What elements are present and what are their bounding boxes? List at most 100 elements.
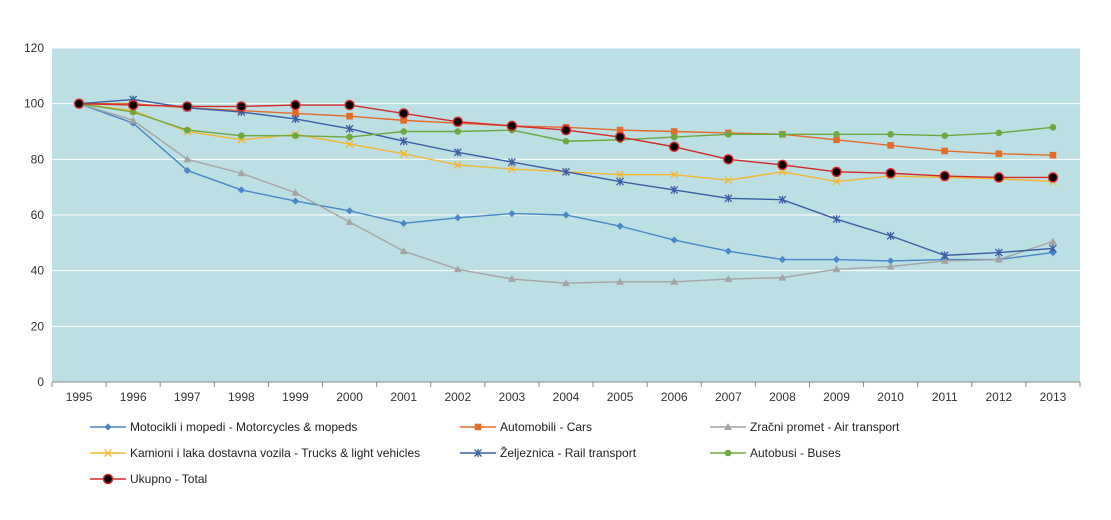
y-tick-label: 20 (31, 319, 45, 333)
series-4-point-marker (453, 160, 462, 169)
series-6-point-marker (670, 133, 678, 141)
series-7-point-marker (560, 124, 572, 136)
series-4-point-marker (507, 165, 516, 174)
series-7-point-marker (885, 168, 896, 179)
series-2-point-marker (670, 128, 678, 135)
x-tick-label: 2011 (932, 390, 958, 404)
series-7-point-marker (668, 141, 680, 153)
series-6-point-marker (779, 130, 786, 138)
series-2-point-marker (887, 142, 894, 149)
series-5-point-marker (832, 215, 841, 224)
series-2-point-marker (346, 112, 353, 120)
series-1-point-marker (454, 214, 462, 222)
legend-item: Autobusi - Buses (710, 446, 841, 460)
x-tick-label: 1998 (228, 390, 255, 404)
x-tick-label: 2002 (444, 390, 471, 404)
y-tick-label: 60 (31, 208, 45, 222)
series-6-point-marker (129, 108, 137, 116)
legend-swatch (90, 449, 126, 457)
legend-item: Kamioni i laka dostavna vozila - Trucks … (90, 446, 420, 460)
legend-label: Željeznica - Rail transport (500, 446, 637, 460)
series-3-point-marker (724, 275, 733, 283)
series-4-point-marker (616, 170, 625, 179)
series-lines (73, 95, 1059, 287)
legend-marker (724, 423, 732, 430)
x-tick-label: 2004 (553, 390, 580, 404)
series-5-point-marker (724, 194, 733, 203)
x-tick-label: 2013 (1040, 390, 1067, 404)
series-1-point-marker (887, 257, 895, 265)
series-6-point-marker (995, 129, 1003, 137)
series-5-point-marker (562, 167, 570, 176)
series-5-point-marker (886, 231, 895, 240)
series-2-point-marker (941, 147, 949, 155)
x-tick-label: 1995 (66, 390, 93, 404)
series-5-point-marker (616, 177, 625, 186)
series-7-point-marker (127, 99, 139, 111)
x-tick-label: 1996 (120, 390, 147, 404)
legend-swatch (90, 473, 126, 485)
x-tick-label: 2007 (715, 390, 742, 404)
legend-marker (104, 423, 112, 431)
legend-label: Kamioni i laka dostavna vozila - Trucks … (130, 446, 421, 460)
x-tick-label: 2012 (985, 390, 1012, 404)
x-tick-label: 2003 (499, 390, 526, 404)
x-tick-label: 2000 (336, 390, 363, 404)
x-tick-label: 2001 (390, 390, 417, 404)
x-tick-label: 2009 (823, 390, 850, 404)
x-tick-label: 1997 (174, 390, 201, 404)
series-2-point-marker (616, 126, 624, 134)
series-3-point-marker (670, 277, 679, 285)
series-6-point-marker (346, 133, 353, 141)
series-3-point-marker (345, 217, 354, 225)
series-7-point-marker (831, 166, 842, 178)
legend-item: Motocikli i mopedi - Motorcycles & moped… (90, 420, 357, 434)
x-axis-tick-labels: 1995 1996 1997 1998 1999 2000 2001 2002 2003 2004… (51, 382, 1081, 404)
legend-marker (724, 449, 732, 457)
series-6-point-marker (454, 128, 462, 135)
series-1-point-marker (724, 247, 732, 255)
series-3-point-marker (183, 155, 192, 163)
y-tick-label: 120 (24, 41, 44, 55)
series-1-point-marker (562, 211, 570, 219)
series-3-point-marker (886, 262, 895, 270)
legend-label: Motocikli i mopedi - Motorcycles & moped… (130, 420, 358, 434)
series-5-point-marker (291, 114, 300, 123)
series-4-point-marker (345, 140, 354, 148)
series-3-point-marker (562, 279, 570, 287)
series-7-point-marker (290, 99, 301, 111)
series-5-point-marker (994, 248, 1003, 257)
series-7-point-marker (398, 108, 409, 119)
series-1-point-marker (183, 166, 191, 175)
x-tick-label: 2010 (877, 390, 904, 404)
series-4-point-marker (670, 170, 679, 179)
series-3-point-marker (237, 169, 246, 177)
series-2-point-marker (833, 136, 840, 144)
legend-marker (104, 449, 112, 457)
series-6-point-marker (887, 130, 894, 138)
series-3-point-marker (507, 275, 516, 283)
series-6-point-marker (400, 128, 407, 135)
legend-item: Zračni promet - Air transport (710, 420, 899, 434)
x-tick-label: 2005 (607, 390, 634, 404)
x-tick-label: 2008 (769, 390, 796, 404)
series-7-point-marker (723, 154, 734, 165)
legend-label: Zračni promet - Air transport (750, 420, 900, 434)
series-5-point-marker (345, 124, 354, 133)
legend-swatch (460, 449, 496, 457)
series-3-point-marker (778, 273, 787, 281)
series-3-point-marker (129, 116, 138, 124)
legend-swatch (710, 449, 746, 457)
series-3-point-marker (616, 277, 625, 285)
series-3-point-marker (291, 188, 300, 196)
series-1-point-marker (400, 219, 408, 227)
series-7-point-marker (506, 120, 518, 132)
series-4-point-marker (832, 177, 841, 186)
legend-label: Automobili - Cars (500, 420, 593, 434)
series-5-point-marker (670, 185, 679, 194)
series-1-point-marker (291, 197, 300, 205)
y-tick-label: 0 (37, 375, 44, 389)
series-5-point-marker (453, 148, 462, 157)
series-3-point-marker (994, 255, 1003, 263)
